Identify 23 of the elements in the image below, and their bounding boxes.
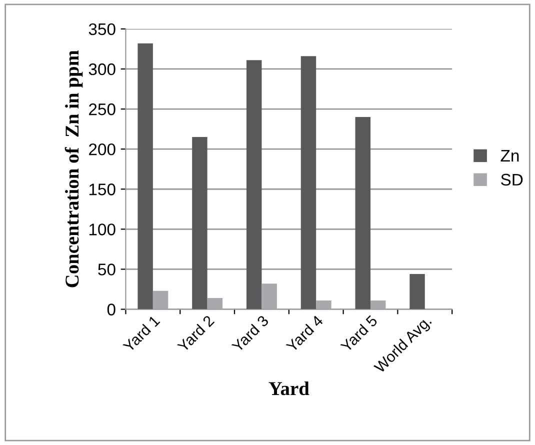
bar bbox=[316, 300, 332, 310]
bar bbox=[207, 298, 223, 310]
y-tick-label: 150 bbox=[89, 184, 116, 196]
legend-label: Zn bbox=[500, 150, 519, 162]
y-tick-label: 50 bbox=[98, 264, 116, 276]
bar bbox=[246, 60, 262, 310]
bar bbox=[355, 117, 370, 310]
y-tick-label: 300 bbox=[88, 63, 116, 76]
y-tick-label: 200 bbox=[89, 143, 116, 156]
x-axis-title: Yard bbox=[268, 381, 310, 396]
bar bbox=[192, 137, 208, 310]
bar bbox=[370, 300, 386, 310]
y-axis-title: Concentration of Zn in ppm bbox=[64, 50, 83, 288]
bar bbox=[152, 290, 168, 310]
y-tick-label: 100 bbox=[89, 224, 116, 236]
y-tick-label: 0 bbox=[107, 304, 116, 316]
bar bbox=[262, 284, 277, 310]
y-tick-label: 250 bbox=[89, 103, 116, 116]
bar bbox=[300, 56, 316, 310]
bar bbox=[138, 43, 153, 310]
bar bbox=[410, 274, 425, 310]
y-tick-label: 350 bbox=[88, 23, 116, 36]
legend-label: SD bbox=[501, 174, 523, 186]
